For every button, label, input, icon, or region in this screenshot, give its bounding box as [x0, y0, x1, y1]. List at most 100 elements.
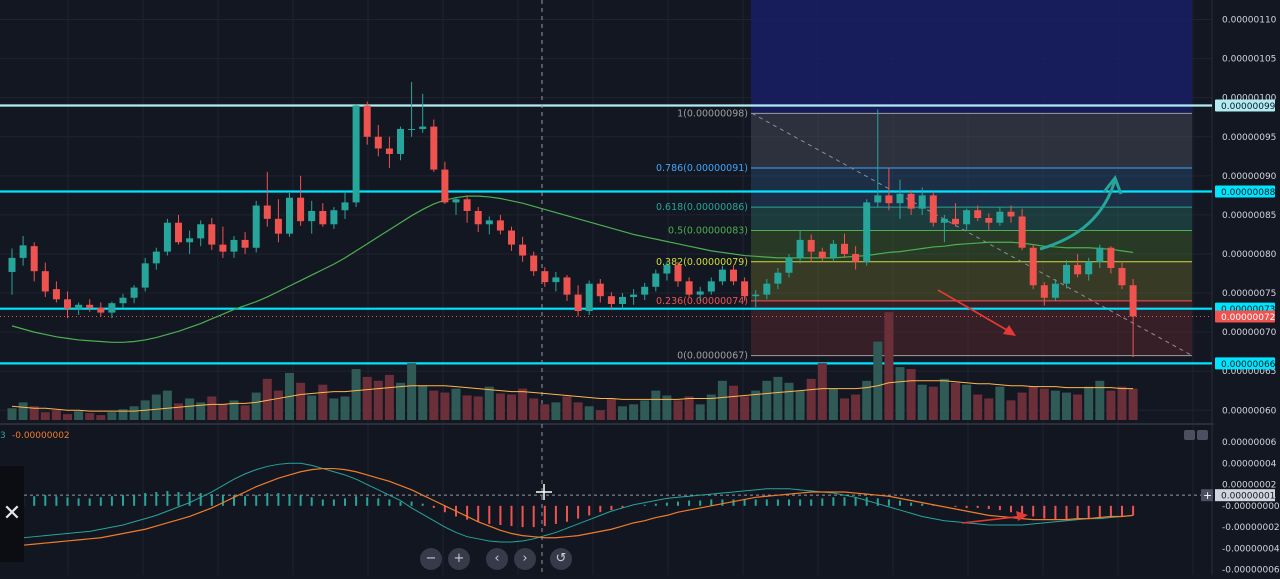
- candle-body: [374, 136, 382, 149]
- volume-bar: [951, 382, 960, 420]
- volume-bar: [74, 411, 84, 420]
- candle-body: [1051, 283, 1059, 298]
- volume-bar: [751, 390, 761, 420]
- volume-bar: [962, 384, 972, 420]
- volume-bar: [129, 406, 139, 420]
- volume-bar: [673, 400, 683, 420]
- candle-body: [530, 255, 538, 272]
- volume-bar: [29, 406, 39, 420]
- volume-bar: [495, 393, 505, 420]
- candle-body: [952, 218, 959, 225]
- price-axis-tick: 0.00000090: [1222, 172, 1277, 182]
- candle-body: [64, 299, 71, 309]
- price-axis-tick: 0.00000085: [1222, 211, 1276, 221]
- macd-signal-line: [11, 467, 1134, 547]
- candle-body: [585, 283, 593, 312]
- volume-bar: [1073, 394, 1083, 420]
- volume-bar: [307, 395, 317, 420]
- candle-body: [896, 193, 904, 204]
- volume-bar: [1062, 392, 1071, 420]
- candle-body: [286, 197, 293, 234]
- crosshair-add-glyph: +: [1203, 489, 1212, 502]
- candle-body: [774, 272, 782, 284]
- candle-body: [452, 199, 460, 203]
- reset-chart-button[interactable]: ↺: [550, 548, 572, 570]
- volume-bar: [828, 388, 838, 420]
- volume-bar: [529, 398, 539, 420]
- fib-zone: [751, 168, 1192, 208]
- scroll-right-button[interactable]: ›: [514, 548, 536, 570]
- scroll-left-button[interactable]: ‹: [486, 548, 508, 570]
- macd-axis-tick: 0.00000002: [1222, 481, 1276, 491]
- macd-current-badge: [1215, 489, 1275, 502]
- volume-bar: [273, 390, 283, 420]
- candle-body: [1129, 285, 1137, 317]
- volume-bar: [251, 392, 261, 420]
- volume-bar: [906, 369, 916, 420]
- volume-bar: [418, 385, 428, 420]
- macd-axis-tick: -0.00000000: [1222, 502, 1280, 512]
- volume-bar: [1006, 400, 1016, 420]
- volume-bar: [917, 384, 927, 420]
- volume-bar: [85, 413, 95, 420]
- zoom-in-button[interactable]: +: [448, 548, 470, 570]
- candle-body: [641, 286, 649, 295]
- price-badge: [1215, 99, 1275, 112]
- candle-body: [574, 294, 582, 312]
- candle-body: [152, 251, 160, 264]
- candle-body: [308, 211, 316, 222]
- volume-bar: [840, 398, 849, 420]
- close-icon[interactable]: ✕: [0, 466, 24, 562]
- volume-bar: [262, 378, 272, 420]
- candle-body: [852, 253, 860, 262]
- candle-body: [508, 230, 515, 245]
- candle-body: [319, 211, 327, 225]
- candle-body: [208, 224, 216, 245]
- up-arrow-head: [1102, 174, 1123, 195]
- candle-body: [563, 277, 571, 295]
- volume-bar: [862, 380, 872, 420]
- volume-bar: [451, 388, 461, 420]
- volume-series: [7, 312, 1138, 420]
- fib-zone: [751, 261, 1192, 301]
- candle-body: [874, 195, 882, 203]
- candle-body: [252, 205, 260, 248]
- volume-bar: [895, 367, 905, 420]
- volume-bar: [928, 386, 938, 420]
- candle-body: [1096, 247, 1104, 262]
- candle-body: [263, 205, 271, 219]
- volume-bar: [1050, 390, 1060, 420]
- macd-line: [12, 462, 1134, 543]
- candle-body: [385, 148, 393, 154]
- macd-axis-tick: -0.00000002: [1222, 523, 1280, 533]
- candle-body: [985, 218, 993, 223]
- macd-legend-value-2: -0.00000002: [12, 431, 70, 441]
- candle-body: [52, 289, 60, 300]
- candle-body: [707, 281, 715, 292]
- candle-body: [485, 220, 493, 225]
- zoom-out-button[interactable]: −: [420, 548, 442, 570]
- volume-bar: [995, 386, 1005, 420]
- up-arrow-annotation: [1039, 179, 1117, 251]
- pane-minimize-button[interactable]: [1197, 430, 1208, 440]
- candle-body: [741, 281, 749, 297]
- pane-maximize-button[interactable]: [1184, 430, 1195, 440]
- candle-body: [1018, 216, 1026, 248]
- candle-body: [763, 283, 771, 295]
- candle-body: [785, 257, 793, 273]
- price-axis-tick: 0.00000075: [1222, 289, 1276, 299]
- candle-body: [652, 273, 660, 287]
- volume-bar: [296, 382, 306, 420]
- volume-bar: [396, 382, 405, 420]
- candle-body: [408, 128, 416, 130]
- volume-bar: [507, 394, 516, 420]
- price-badge-label: 0.00000072: [1221, 313, 1275, 323]
- volume-bar: [884, 312, 894, 420]
- volume-bar: [562, 396, 572, 420]
- volume-bar: [340, 396, 350, 420]
- candle-body: [996, 211, 1004, 223]
- candle-body: [519, 244, 527, 256]
- candle-body: [75, 304, 83, 309]
